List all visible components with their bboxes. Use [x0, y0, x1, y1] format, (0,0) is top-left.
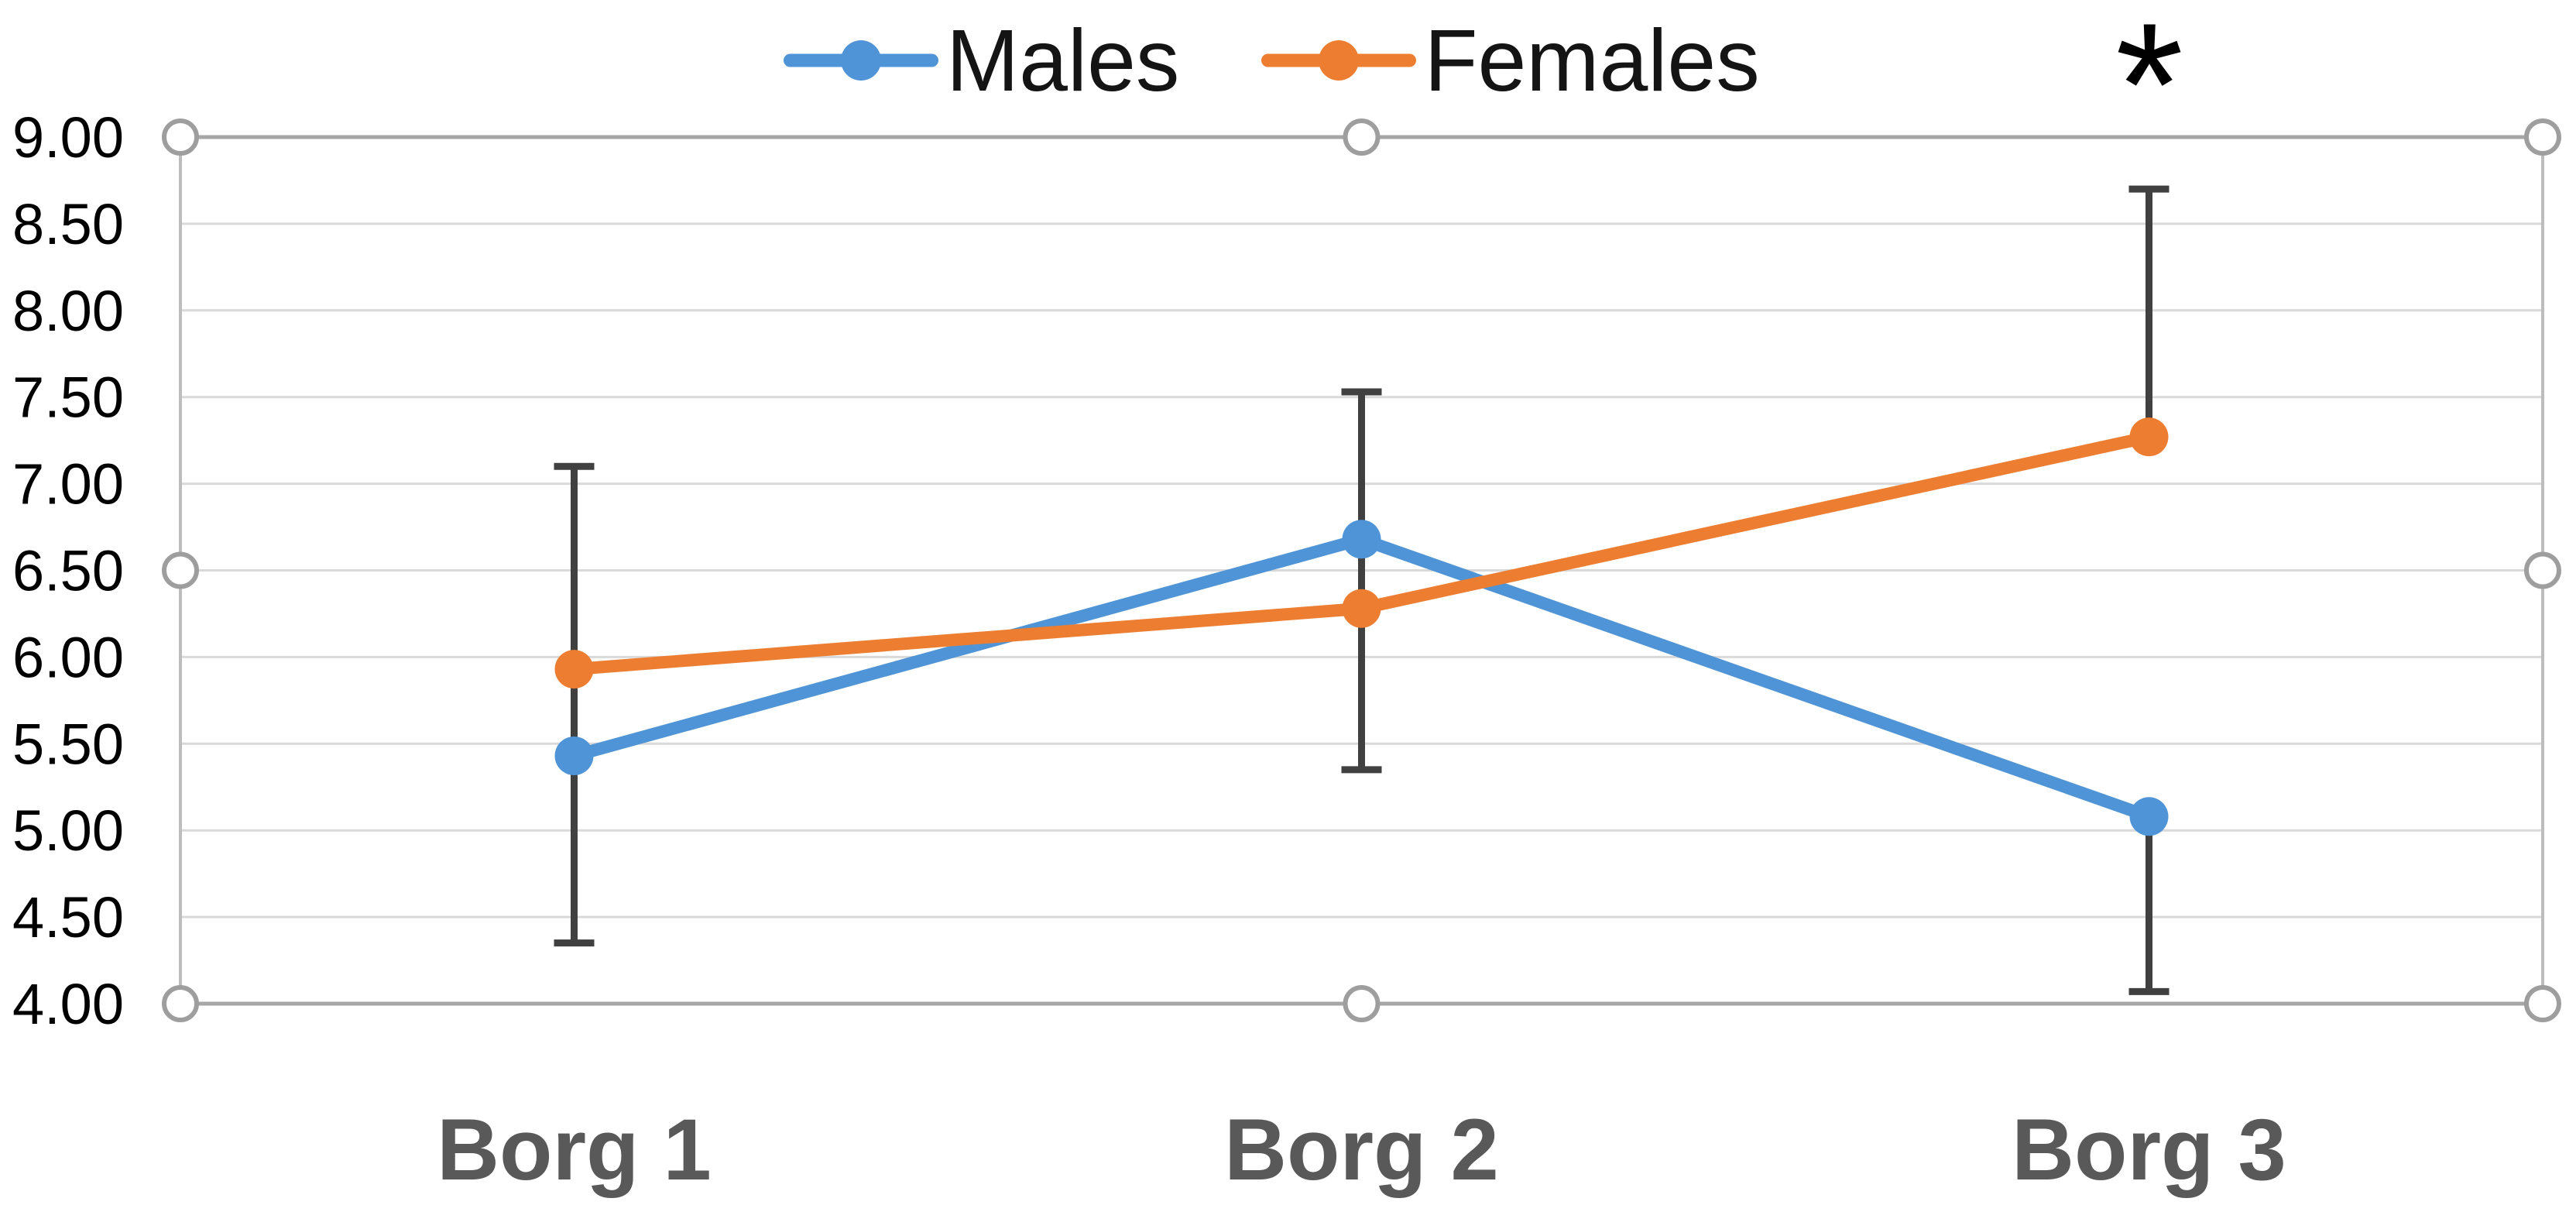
data-point-females-borg-3[interactable]	[2129, 417, 2169, 457]
data-point-females-borg-1[interactable]	[554, 650, 594, 689]
selection-handle-middle-right[interactable]	[2524, 551, 2561, 589]
x-axis-label-borg-3[interactable]: Borg 3	[2012, 1101, 2286, 1198]
data-point-males-borg-3[interactable]	[2129, 797, 2169, 836]
females-marker-icon	[1319, 40, 1360, 81]
x-axis-label-borg-1[interactable]: Borg 1	[437, 1101, 712, 1198]
selection-handle-bottom-right[interactable]	[2524, 985, 2561, 1022]
legend-item-females[interactable]: Females	[1261, 8, 1760, 113]
y-axis-label-7.00[interactable]: 7.00	[12, 452, 124, 517]
selection-handle-bottom-left[interactable]	[162, 985, 199, 1022]
y-axis-label-7.50[interactable]: 7.50	[12, 366, 124, 430]
selection-handle-top-center[interactable]	[1343, 118, 1381, 156]
y-axis-label-4.50[interactable]: 4.50	[12, 885, 124, 949]
selection-handle-top-left[interactable]	[162, 118, 199, 156]
data-point-males-borg-2[interactable]	[1342, 520, 1381, 559]
selection-handle-bottom-center[interactable]	[1343, 985, 1381, 1022]
data-point-females-borg-2[interactable]	[1342, 589, 1381, 628]
legend-label-males: Males	[946, 11, 1180, 109]
y-axis-label-8.00[interactable]: 8.00	[12, 279, 124, 343]
significance-asterisk: *	[2115, 0, 2183, 182]
selection-handle-middle-left[interactable]	[162, 551, 199, 589]
selection-handle-top-right[interactable]	[2524, 118, 2561, 156]
data-point-males-borg-1[interactable]	[554, 736, 594, 775]
x-axis-label-borg-2[interactable]: Borg 2	[1224, 1101, 1499, 1198]
y-axis-label-4.00[interactable]: 4.00	[12, 972, 124, 1036]
males-marker-icon	[841, 40, 881, 81]
legend-item-males[interactable]: Males	[784, 8, 1179, 113]
y-axis-label-6.50[interactable]: 6.50	[12, 539, 124, 603]
y-axis-label-5.00[interactable]: 5.00	[12, 798, 124, 863]
males-series-swatch-icon	[784, 8, 938, 113]
legend-label-females: Females	[1424, 11, 1760, 109]
legend: Males Females	[784, 8, 1760, 113]
females-series-swatch-icon	[1261, 8, 1417, 113]
y-axis-label-6.00[interactable]: 6.00	[12, 625, 124, 689]
y-axis-label-8.50[interactable]: 8.50	[12, 192, 124, 256]
y-axis-label-5.50[interactable]: 5.50	[12, 712, 124, 776]
y-axis-label-9.00[interactable]: 9.00	[12, 105, 124, 170]
